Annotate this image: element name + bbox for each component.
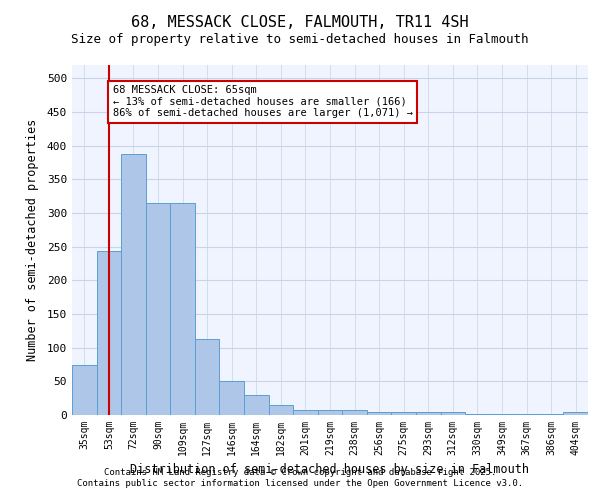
Bar bbox=[367, 412, 391, 415]
Bar bbox=[440, 412, 465, 415]
X-axis label: Distribution of semi-detached houses by size in Falmouth: Distribution of semi-detached houses by … bbox=[131, 464, 530, 476]
Bar bbox=[391, 412, 416, 415]
Bar bbox=[97, 252, 121, 415]
Bar bbox=[170, 203, 195, 415]
Bar bbox=[121, 154, 146, 415]
Bar bbox=[416, 412, 440, 415]
Bar bbox=[539, 414, 563, 415]
Bar bbox=[514, 414, 539, 415]
Bar bbox=[195, 339, 220, 415]
Text: 68 MESSACK CLOSE: 65sqm
← 13% of semi-detached houses are smaller (166)
86% of s: 68 MESSACK CLOSE: 65sqm ← 13% of semi-de… bbox=[113, 85, 413, 118]
Bar bbox=[146, 203, 170, 415]
Y-axis label: Number of semi-detached properties: Number of semi-detached properties bbox=[26, 119, 38, 361]
Bar bbox=[465, 414, 490, 415]
Bar bbox=[244, 395, 269, 415]
Bar bbox=[318, 410, 342, 415]
Bar bbox=[563, 412, 588, 415]
Text: 68, MESSACK CLOSE, FALMOUTH, TR11 4SH: 68, MESSACK CLOSE, FALMOUTH, TR11 4SH bbox=[131, 15, 469, 30]
Bar bbox=[342, 410, 367, 415]
Bar bbox=[293, 410, 318, 415]
Bar bbox=[72, 364, 97, 415]
Text: Size of property relative to semi-detached houses in Falmouth: Size of property relative to semi-detach… bbox=[71, 32, 529, 46]
Bar bbox=[490, 414, 514, 415]
Bar bbox=[269, 405, 293, 415]
Bar bbox=[220, 382, 244, 415]
Text: Contains HM Land Registry data © Crown copyright and database right 2025.
Contai: Contains HM Land Registry data © Crown c… bbox=[77, 468, 523, 487]
